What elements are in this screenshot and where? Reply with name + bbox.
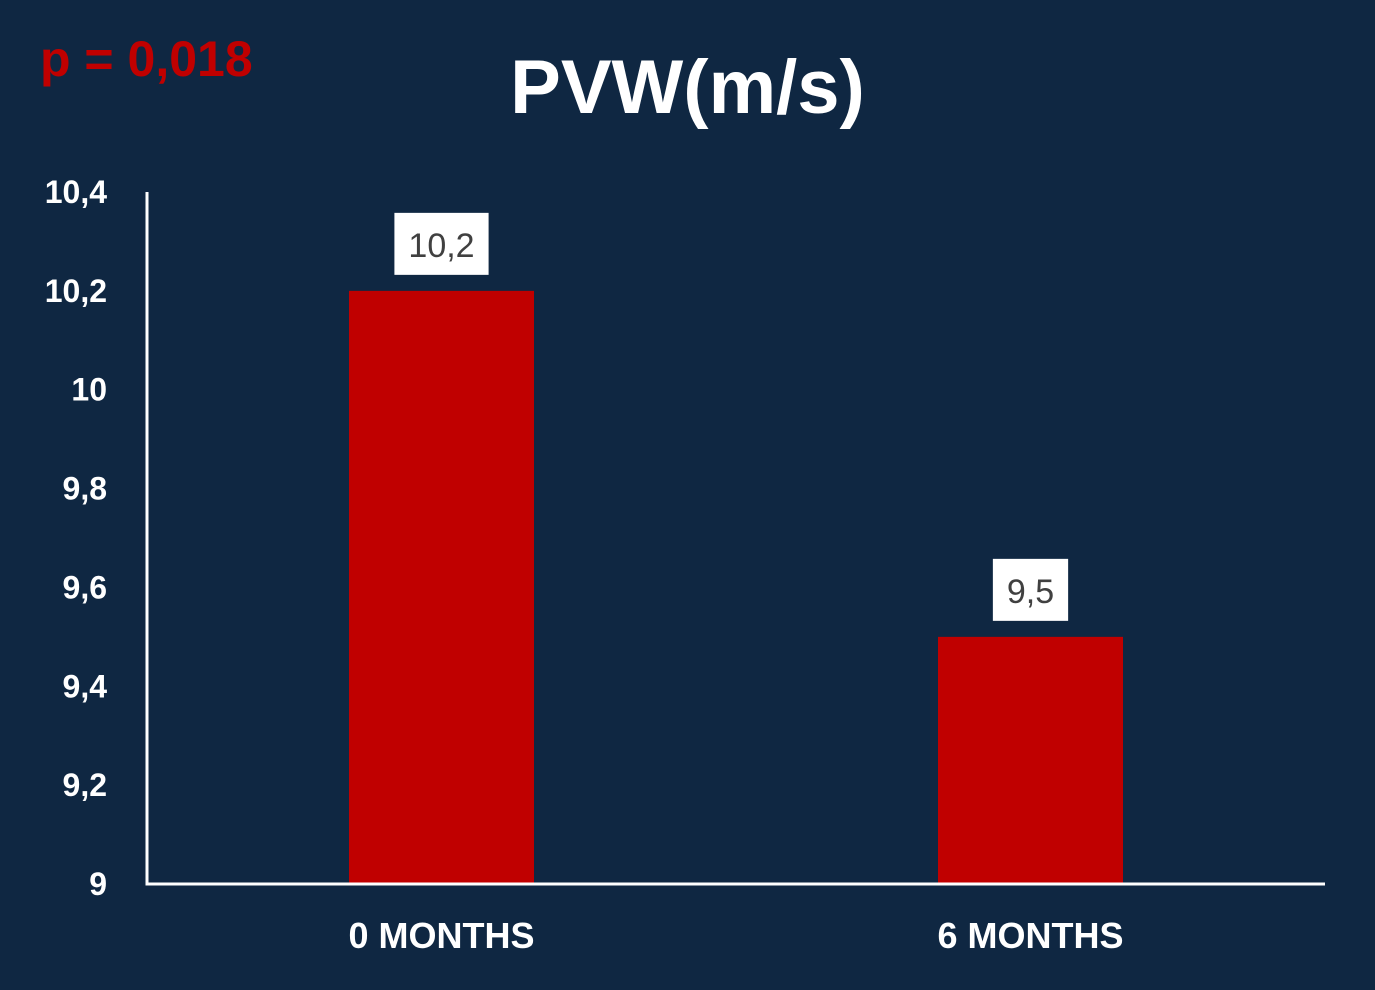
data-label-text: 10,2 xyxy=(408,227,474,265)
data-label: 9,5 xyxy=(992,558,1069,621)
data-label-box xyxy=(394,212,489,275)
y-tick-label: 10,4 xyxy=(45,174,107,210)
y-axis-tick-labels: 9 9,2 9,4 9,6 9,8 10 10,2 10,4 xyxy=(45,174,107,902)
data-label: 10,2 xyxy=(394,212,489,275)
y-tick-label: 9,2 xyxy=(63,767,107,803)
x-category-label: 0 MONTHS xyxy=(348,915,534,956)
bar xyxy=(938,636,1123,884)
data-labels: 10,2 9,5 xyxy=(394,212,1069,621)
y-tick-label: 9,4 xyxy=(63,668,108,704)
y-tick-label: 9,8 xyxy=(63,471,107,507)
data-label-text: 9,5 xyxy=(1007,573,1054,611)
y-tick-label: 10 xyxy=(71,372,107,408)
chart-title: PVW(m/s) xyxy=(510,45,865,130)
p-value-annotation: p = 0,018 xyxy=(40,31,253,87)
y-tick-label: 10,2 xyxy=(45,273,107,309)
axes xyxy=(145,192,1325,886)
bars xyxy=(349,290,1123,884)
data-label-box xyxy=(992,558,1069,621)
y-tick-label: 9,6 xyxy=(63,569,107,605)
x-category-label: 6 MONTHS xyxy=(937,915,1123,956)
y-tick-label: 9 xyxy=(89,866,107,902)
bar xyxy=(349,290,534,884)
x-axis-category-labels: 0 MONTHS 6 MONTHS xyxy=(348,915,1123,956)
